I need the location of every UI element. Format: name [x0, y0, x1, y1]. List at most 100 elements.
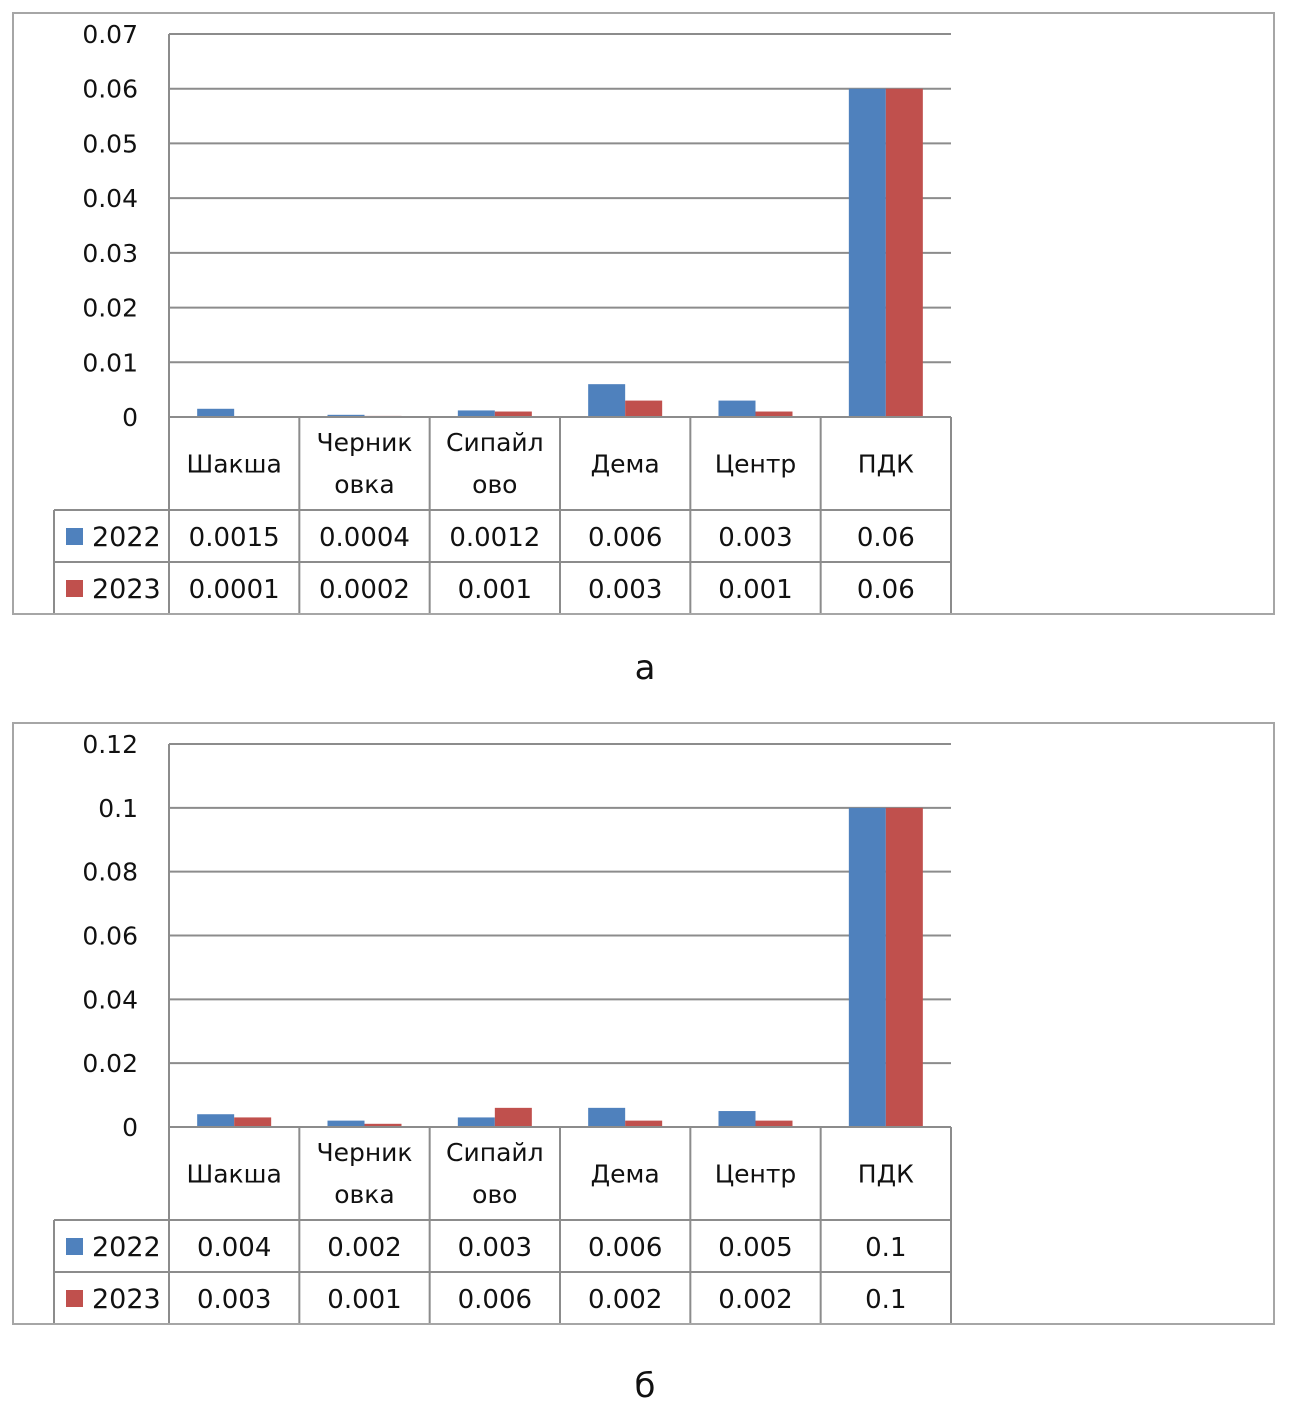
data-label: 0.0001 — [189, 575, 280, 605]
category-label-line: овка — [334, 1180, 394, 1209]
data-label: 0.002 — [718, 1285, 792, 1315]
data-label: 0.004 — [197, 1233, 271, 1263]
category-label-line: ПДК — [858, 1160, 914, 1189]
bar-2023-2 — [494, 411, 532, 417]
data-label: 0.0015 — [189, 523, 280, 553]
data-label: 0.003 — [197, 1285, 271, 1315]
category-label: Дема — [591, 1160, 660, 1189]
caption-b: б — [634, 1366, 656, 1406]
y-tick-label: 0 — [122, 403, 138, 432]
y-tick-label: 0.07 — [82, 20, 138, 49]
bar-2023-3 — [625, 400, 663, 417]
bar-2022-5 — [848, 807, 886, 1127]
data-label: 0.003 — [458, 1233, 532, 1263]
y-tick-label: 0.03 — [82, 239, 138, 268]
y-tick-label: 0.04 — [82, 985, 138, 1014]
data-label: 0.001 — [458, 575, 532, 605]
y-tick-label: 0.08 — [82, 858, 138, 887]
category-label-line: Черник — [316, 1138, 412, 1167]
data-label: 0.001 — [718, 575, 792, 605]
data-label: 0.002 — [327, 1233, 401, 1263]
data-label: 0.006 — [458, 1285, 532, 1315]
bar-2023-5 — [885, 807, 923, 1127]
category-label-line: овка — [334, 470, 394, 499]
data-label: 0.0002 — [319, 575, 410, 605]
bar-2022-3 — [588, 384, 626, 417]
data-label: 0.0012 — [449, 523, 540, 553]
bar-chart-a: 0 0.01 0.02 0.03 0.04 0.05 0.06 0.07 Шакша Черник… — [53, 20, 952, 613]
y-tick-label: 0.06 — [82, 922, 138, 951]
bar-2022-3 — [588, 1107, 626, 1127]
data-label: 0.06 — [857, 523, 915, 553]
legend-label-2023: 2023 — [92, 1284, 161, 1315]
data-label: 0.0004 — [319, 523, 410, 553]
y-tick-label: 0.02 — [82, 294, 138, 323]
bar-2022-4 — [718, 400, 756, 417]
category-label-line: ПДК — [858, 450, 914, 479]
category-label-line: Шакша — [186, 1160, 281, 1189]
bar-2022-2 — [457, 1117, 495, 1127]
bar-2023-4 — [755, 411, 793, 417]
category-label: Сипайл ово — [446, 428, 544, 499]
category-label: Дема — [591, 450, 660, 479]
category-label-line: Дема — [591, 1160, 660, 1189]
data-label: 0.006 — [588, 523, 662, 553]
legend-swatch-2023 — [66, 1290, 83, 1307]
bar-2022-5 — [848, 88, 886, 417]
category-label: Черник овка — [316, 1138, 412, 1209]
category-label-line: Центр — [715, 1160, 797, 1189]
category-label-line: Сипайл — [446, 428, 544, 457]
data-label: 0.005 — [718, 1233, 792, 1263]
legend-label-2023: 2023 — [92, 574, 161, 605]
data-label: 0.003 — [588, 575, 662, 605]
y-tick-label: 0.05 — [82, 129, 138, 158]
category-label: Центр — [715, 450, 797, 479]
data-label: 0.006 — [588, 1233, 662, 1263]
legend-swatch-2023 — [66, 580, 83, 597]
category-label-line: Дема — [591, 450, 660, 479]
bar-2023-0 — [234, 1117, 272, 1127]
bar-2022-1 — [327, 1120, 365, 1127]
legend-swatch-2022 — [66, 1238, 83, 1255]
category-label-line: Центр — [715, 450, 797, 479]
bar-chart-b: 0 0.02 0.04 0.06 0.08 0.1 0.12 Шакша Черник овка С… — [53, 730, 952, 1323]
data-label: 0.1 — [865, 1233, 906, 1263]
y-tick-label: 0.02 — [82, 1049, 138, 1078]
category-label-line: Сипайл — [446, 1138, 544, 1167]
category-label: Центр — [715, 1160, 797, 1189]
category-label-line: Шакша — [186, 450, 281, 479]
legend-label-2022: 2022 — [92, 1232, 161, 1263]
bar-2023-3 — [625, 1120, 663, 1127]
bar-2023-2 — [494, 1107, 532, 1127]
y-tick-label: 0.12 — [82, 730, 138, 759]
bar-2022-2 — [457, 410, 495, 417]
chart-panel-a: 0 0.01 0.02 0.03 0.04 0.05 0.06 0.07 Шакша Черник… — [12, 12, 1275, 615]
data-label: 0.001 — [327, 1285, 401, 1315]
bar-2023-5 — [885, 88, 923, 417]
y-tick-label: 0.06 — [82, 75, 138, 104]
data-label: 0.1 — [865, 1285, 906, 1315]
bar-2022-0 — [197, 1114, 235, 1127]
category-label: ПДК — [858, 1160, 914, 1189]
category-label-line: ово — [472, 470, 517, 499]
bar-2022-0 — [197, 408, 235, 417]
y-tick-label: 0 — [122, 1113, 138, 1142]
category-label: Черник овка — [316, 428, 412, 499]
legend-swatch-2022 — [66, 528, 83, 545]
caption-a: а — [634, 648, 656, 688]
category-label: Шакша — [186, 1160, 281, 1189]
bar-2023-4 — [755, 1120, 793, 1127]
bar-2023-1 — [364, 1123, 402, 1127]
bar-2022-1 — [327, 414, 365, 417]
category-label-line: Черник — [316, 428, 412, 457]
category-label: Сипайл ово — [446, 1138, 544, 1209]
y-tick-label: 0.1 — [98, 794, 138, 823]
category-label: Шакша — [186, 450, 281, 479]
category-label: ПДК — [858, 450, 914, 479]
data-label: 0.06 — [857, 575, 915, 605]
chart-panel-b: 0 0.02 0.04 0.06 0.08 0.1 0.12 Шакша Черник овка С… — [12, 722, 1275, 1325]
data-label: 0.002 — [588, 1285, 662, 1315]
bar-2022-4 — [718, 1111, 756, 1127]
y-tick-label: 0.01 — [82, 348, 138, 377]
y-tick-label: 0.04 — [82, 184, 138, 213]
